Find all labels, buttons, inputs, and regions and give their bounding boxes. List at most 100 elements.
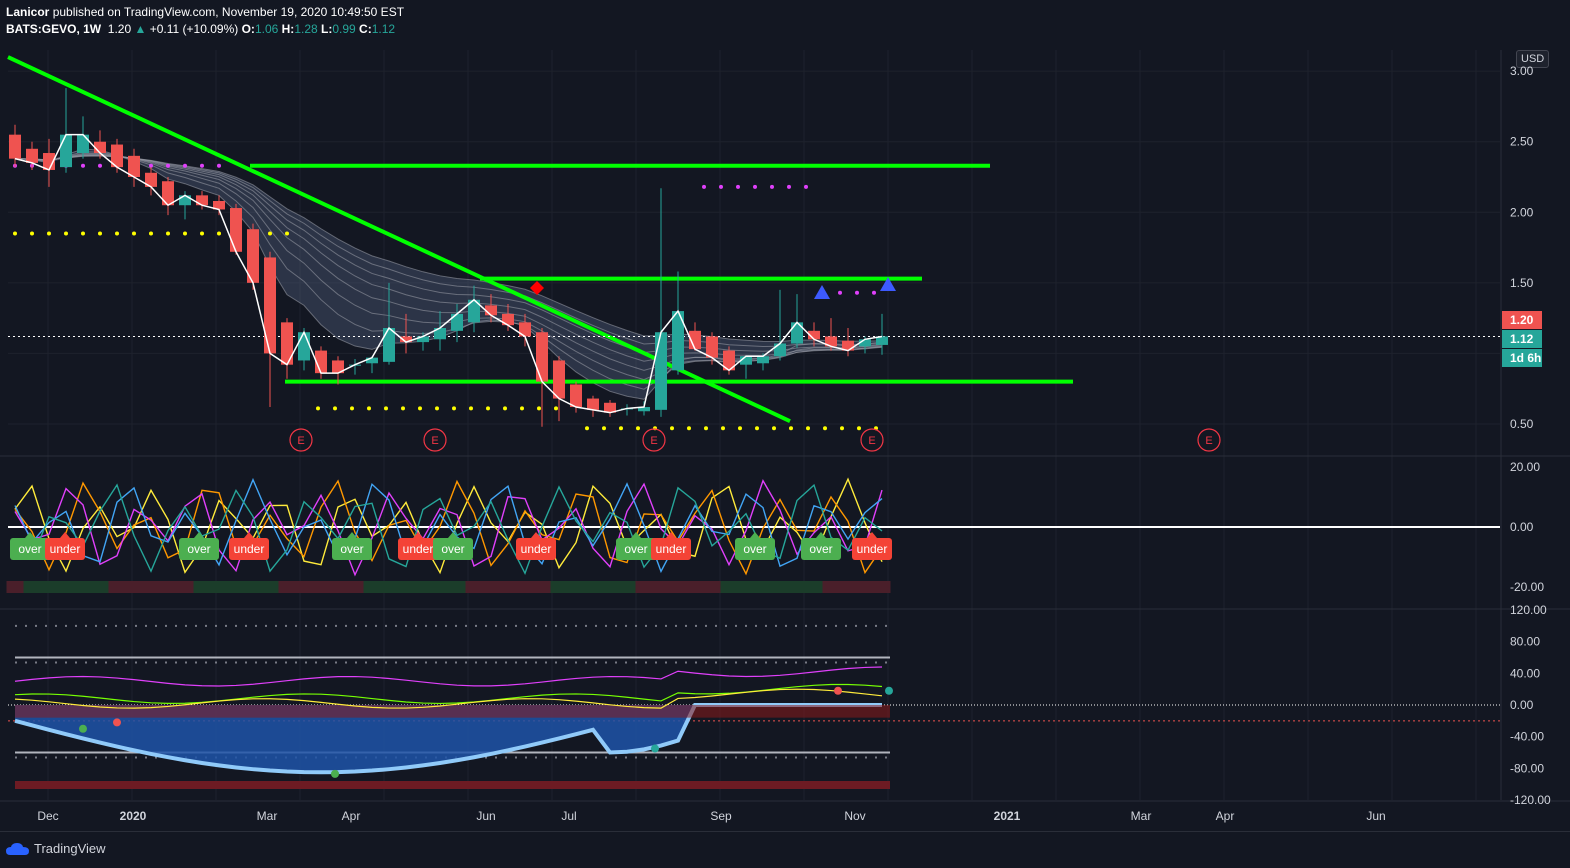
earnings-marker xyxy=(289,428,313,452)
time-label: 2021 xyxy=(994,809,1021,823)
support-dot xyxy=(486,406,490,411)
earnings-label: E xyxy=(868,435,875,447)
candle-body xyxy=(553,360,565,399)
earnings-label: E xyxy=(1205,435,1212,447)
up-arrow-icon: ▲ xyxy=(134,22,147,36)
support-dot xyxy=(469,406,473,411)
support-dot xyxy=(721,426,725,431)
currency-badge[interactable]: USD xyxy=(1516,50,1550,68)
signal-badge xyxy=(801,538,841,560)
tradingview-logo[interactable]: TradingView xyxy=(6,841,106,856)
trend-band-cell xyxy=(210,581,228,593)
earnings-marker xyxy=(642,428,666,452)
trend-band-cell xyxy=(244,581,262,593)
candle-body xyxy=(587,398,599,410)
close-price-tag: 1.12 xyxy=(1510,332,1534,346)
signal-badge xyxy=(229,538,269,560)
signal-label: under xyxy=(403,542,434,556)
candle-body xyxy=(383,327,395,362)
time-label: Jul xyxy=(561,809,576,823)
support-dot xyxy=(13,231,17,236)
trend-band-cell xyxy=(788,581,806,593)
candle-body xyxy=(230,208,242,252)
candle-body xyxy=(43,153,55,170)
price-tick: 0.50 xyxy=(1510,417,1534,431)
trend-band-cell xyxy=(805,581,823,593)
signal-badge-arrow xyxy=(194,532,204,538)
candle-body xyxy=(9,134,21,159)
resistance-dot xyxy=(804,184,808,189)
candle-body xyxy=(111,144,123,168)
time-label: Mar xyxy=(1131,809,1152,823)
resistance-dot xyxy=(149,163,153,168)
candle-body xyxy=(774,343,786,357)
support-dot xyxy=(537,406,541,411)
candle-body xyxy=(434,327,446,340)
ma-line xyxy=(14,151,883,390)
support-dot xyxy=(183,231,187,236)
candle-body xyxy=(672,311,684,371)
momentum-tick: -120.00 xyxy=(1510,793,1551,807)
trend-band-cell xyxy=(363,581,381,593)
signal-label: under xyxy=(50,542,81,556)
momentum-line xyxy=(14,683,883,705)
trend-band-cell xyxy=(380,581,398,593)
last-price-tag: 1.20 xyxy=(1510,313,1534,327)
support-dot xyxy=(806,426,810,431)
trend-band-cell xyxy=(329,581,347,593)
resistance-dot xyxy=(787,184,791,189)
trend-band-cell xyxy=(499,581,517,593)
price-axis: 3.002.502.001.501.000.5020.000.00-20.001… xyxy=(1502,64,1551,807)
trend-band-cell xyxy=(720,581,738,593)
momentum-dot xyxy=(79,724,87,733)
signal-label: over xyxy=(187,542,210,556)
signal-badge-arrow xyxy=(816,532,826,538)
open-value: 1.06 xyxy=(254,22,279,36)
signal-label: under xyxy=(857,542,888,556)
support-dot xyxy=(333,406,337,411)
momentum-pane xyxy=(8,624,1500,789)
signal-label: under xyxy=(234,542,265,556)
price-tick: 2.00 xyxy=(1510,205,1534,219)
support-dot xyxy=(30,231,34,236)
support-dot xyxy=(619,426,623,431)
candle-body xyxy=(791,322,803,344)
candle-body xyxy=(876,336,888,345)
signal-badge-arrow xyxy=(347,532,357,538)
trend-band-cell xyxy=(533,581,551,593)
trend-band-cell xyxy=(652,581,670,593)
earnings-marker xyxy=(860,428,884,452)
support-dot xyxy=(401,406,405,411)
time-label: Sep xyxy=(710,809,732,823)
candle-body xyxy=(366,357,378,364)
signal-label: under xyxy=(656,542,687,556)
time-label: Dec xyxy=(37,809,58,823)
low-label: L: xyxy=(321,22,333,36)
momentum-histogram xyxy=(15,705,882,773)
signal-label: over xyxy=(809,542,832,556)
signal-badge xyxy=(516,538,556,560)
trend-band-cell xyxy=(839,581,857,593)
trend-band-cell xyxy=(142,581,160,593)
ma-line xyxy=(14,154,883,353)
resistance-dot xyxy=(166,163,170,168)
candle-body xyxy=(298,332,310,361)
momentum-dot xyxy=(834,686,842,695)
momentum-dot xyxy=(651,744,659,753)
ma-line xyxy=(14,152,883,381)
trend-band-cell xyxy=(737,581,755,593)
signal-badge-arrow xyxy=(666,532,676,538)
support-dot xyxy=(840,426,844,431)
trend-band-cell xyxy=(567,581,585,593)
trend-band-cell xyxy=(312,581,330,593)
ma-line xyxy=(14,153,883,371)
last-price: 1.20 xyxy=(107,22,132,36)
support-dot xyxy=(585,426,589,431)
momentum-tick: 40.00 xyxy=(1510,666,1540,680)
signal-label: over xyxy=(441,542,464,556)
trend-band-cell xyxy=(584,581,602,593)
support-dot xyxy=(520,406,524,411)
symbol-label[interactable]: BATS:GEVO, 1W xyxy=(6,22,102,36)
signal-badge-arrow xyxy=(867,532,877,538)
